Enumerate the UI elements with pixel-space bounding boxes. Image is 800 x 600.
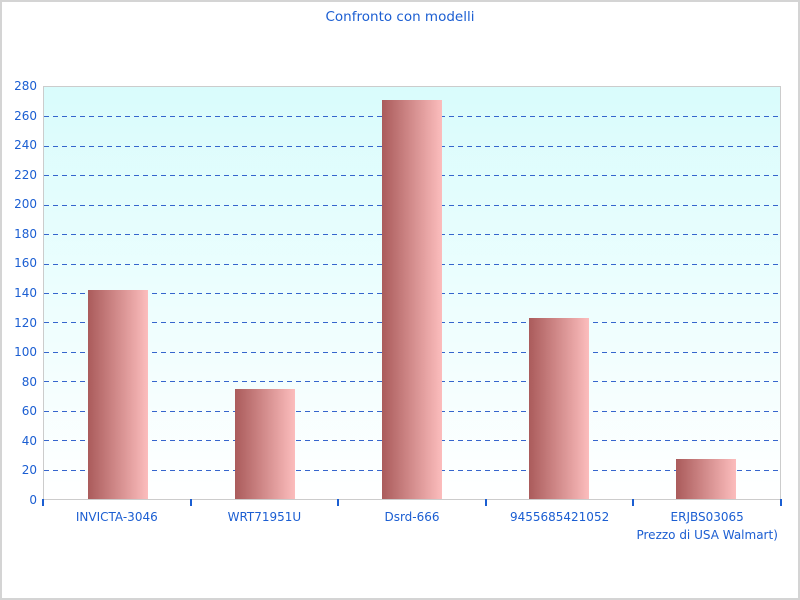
y-tick-label-200: 200 bbox=[14, 197, 37, 212]
x-axis-tick bbox=[42, 499, 44, 506]
bar-INVICTA-3046 bbox=[87, 290, 148, 499]
y-tick-label-0: 0 bbox=[29, 493, 37, 507]
y-tick-label-40: 40 bbox=[21, 433, 37, 448]
y-tick-label-80: 80 bbox=[21, 374, 37, 389]
x-category-label-WRT71951U: WRT71951U bbox=[228, 508, 302, 526]
bar-ERJBS03065 bbox=[676, 459, 737, 499]
x-category-sublabel-text: Prezzo di USA Walmart) bbox=[636, 528, 778, 542]
y-tick-label-100: 100 bbox=[14, 345, 37, 360]
x-axis-tick bbox=[484, 499, 487, 506]
y-tick-label-160: 160 bbox=[14, 256, 37, 271]
x-axis-labels: INVICTA-3046 WRT71951U Dsrd-666 94556854210… bbox=[43, 508, 781, 548]
y-tick-label-60: 60 bbox=[21, 404, 37, 419]
x-category-label-9455685421052: 9455685421052 bbox=[510, 508, 609, 526]
y-tick-label-220: 220 bbox=[14, 167, 37, 182]
y-axis-labels: 0 20 40 60 80 100 120 140 160 180 200 220 240 260 280 bbox=[2, 79, 37, 507]
x-category-label-INVICTA-3046: INVICTA-3046 bbox=[76, 508, 158, 526]
x-category-label-text: INVICTA-3046 bbox=[75, 510, 158, 524]
y-tick-label-240: 240 bbox=[14, 138, 37, 153]
y-tick-label-140: 140 bbox=[14, 286, 37, 300]
x-category-label-text: ERJBS03065 bbox=[670, 510, 744, 524]
bar-Dsrd-666 bbox=[382, 100, 442, 499]
x-category-label-text: Dsrd-666 bbox=[384, 510, 440, 524]
bar-9455685421052 bbox=[529, 318, 590, 499]
x-category-label-Dsrd-666: Dsrd-666 bbox=[384, 508, 439, 526]
x-axis-tick bbox=[632, 499, 635, 506]
plot-area bbox=[43, 86, 781, 500]
y-tick-label-260: 260 bbox=[14, 108, 37, 123]
y-tick-label-280: 280 bbox=[14, 79, 37, 93]
x-axis-tick bbox=[337, 499, 340, 506]
x-axis-ticks bbox=[42, 499, 782, 507]
x-category-label-text: WRT71951U bbox=[227, 510, 302, 524]
x-category-label-ERJBS03065: ERJBS03065 Prezzo di USA Walmart) bbox=[636, 508, 777, 544]
x-axis-tick bbox=[780, 499, 782, 506]
x-category-label-text: 9455685421052 bbox=[509, 510, 610, 524]
y-tick-label-20: 20 bbox=[21, 463, 37, 478]
y-tick-label-180: 180 bbox=[14, 226, 37, 241]
y-tick-label-120: 120 bbox=[14, 315, 37, 330]
chart-title: Confronto con modelli bbox=[325, 9, 475, 25]
bar-WRT71951U bbox=[234, 388, 295, 499]
x-axis-tick bbox=[189, 499, 192, 506]
